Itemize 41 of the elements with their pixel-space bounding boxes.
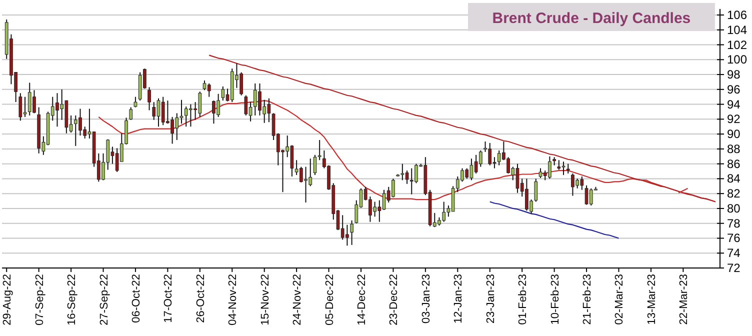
x-tick-label: 24-Nov-22 (292, 274, 304, 326)
x-tick-label: 04-Nov-22 (227, 274, 240, 326)
y-tick-label: 74 (727, 246, 741, 260)
x-tick-label: 10-Feb-23 (549, 274, 562, 325)
x-tick-label: 17-Oct-22 (162, 274, 175, 323)
x-tick-label: 22-Mar-23 (678, 274, 690, 325)
x-tick-label: 15-Nov-22 (259, 274, 272, 326)
y-tick-label: 104 (727, 22, 748, 37)
x-tick-label: 14-Dec-22 (356, 274, 368, 326)
y-tick-label: 90 (727, 127, 741, 142)
y-tick-label: 88 (727, 142, 741, 156)
x-tick-label: 13-Mar-23 (646, 274, 658, 325)
x-tick-label: 27-Sep-22 (98, 274, 110, 326)
x-tick-label: 05-Dec-22 (324, 274, 336, 326)
y-tick-label: 106 (727, 8, 748, 22)
y-tick-label: 100 (727, 52, 748, 67)
x-tick-label: 07-Sep-22 (34, 274, 46, 326)
x-tick-label: 06-Oct-22 (130, 274, 142, 323)
x-tick-label: 01-Feb-23 (517, 274, 530, 325)
y-tick-label: 86 (727, 156, 741, 171)
y-tick-label: 78 (727, 216, 741, 230)
x-tick-label: 16-Sep-22 (66, 274, 78, 326)
x-tick-label: 12-Jan-23 (452, 274, 465, 324)
y-tick-label: 72 (727, 261, 741, 275)
y-tick-label: 82 (727, 186, 741, 201)
y-tick-label: 96 (727, 82, 741, 96)
x-tick-label: 02-Mar-23 (614, 274, 626, 325)
y-tick-label: 94 (727, 97, 741, 112)
x-tick-label: 26-Oct-22 (194, 274, 207, 323)
x-tick-label: 29-Aug-22 (2, 274, 14, 326)
x-tick-label: 23-Jan-23 (484, 274, 497, 324)
x-tick-label: 03-Jan-23 (420, 274, 432, 324)
y-tick-label: 76 (727, 231, 741, 246)
y-tick-label: 84 (727, 172, 741, 186)
y-tick-label: 102 (727, 38, 748, 52)
y-tick-label: 80 (727, 201, 741, 216)
y-tick-label: 98 (727, 68, 741, 82)
y-tick-label: 92 (727, 112, 741, 126)
x-tick-label: 23-Dec-22 (388, 274, 400, 326)
chart-title: Brent Crude - Daily Candles (492, 10, 691, 27)
x-tick-label: 21-Feb-23 (582, 274, 594, 325)
